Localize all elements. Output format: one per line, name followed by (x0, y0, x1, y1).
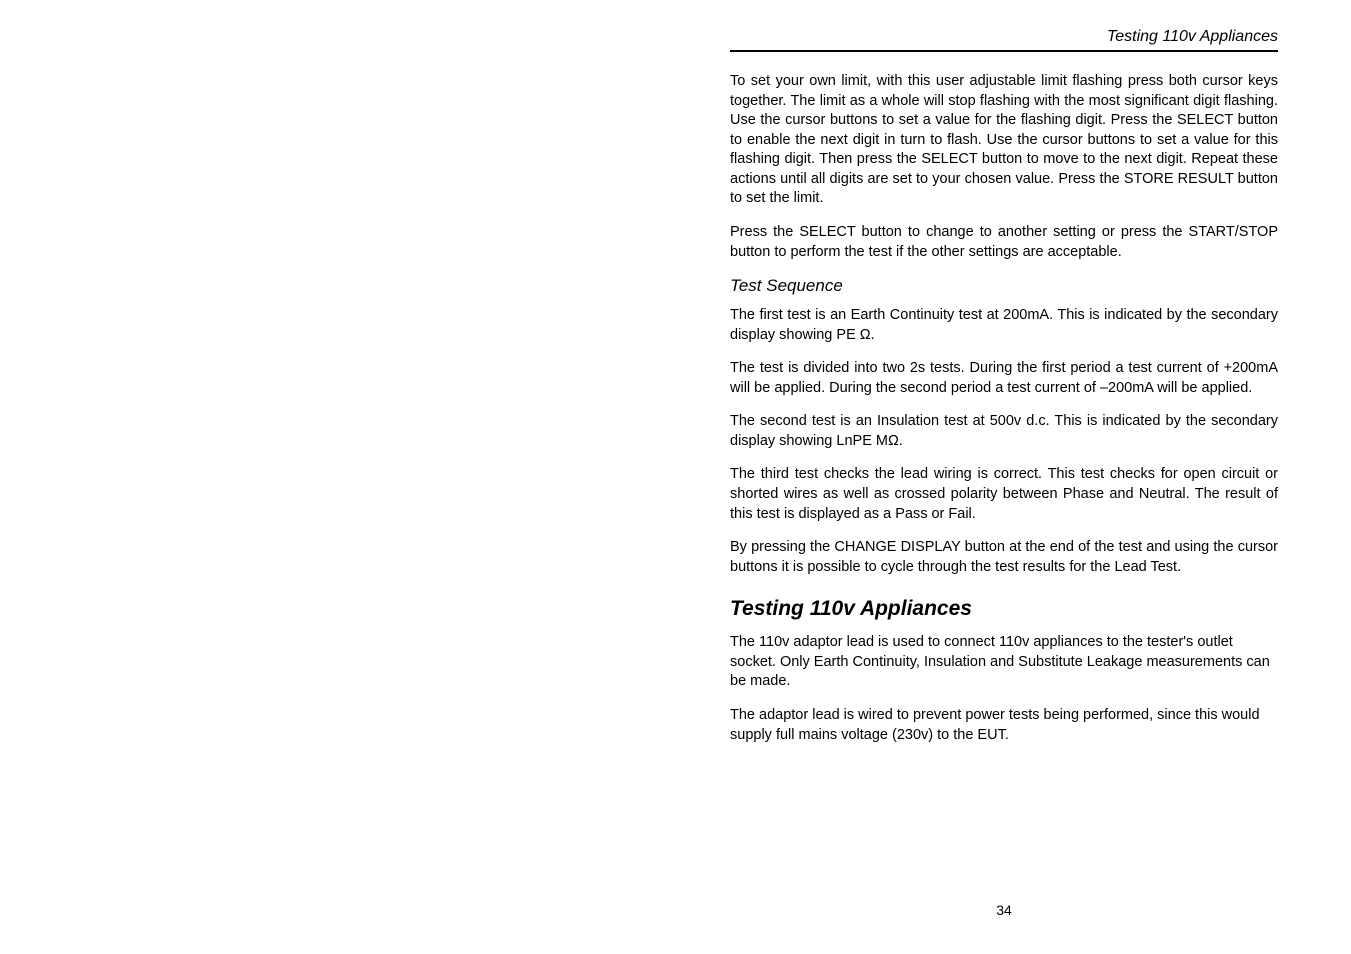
page-header-title: Testing 110v Appliances (730, 28, 1278, 50)
paragraph: The adaptor lead is wired to prevent pow… (730, 706, 1278, 745)
paragraph: The second test is an Insulation test at… (730, 412, 1278, 451)
paragraph: By pressing the CHANGE DISPLAY button at… (730, 538, 1278, 577)
paragraph: The 110v adaptor lead is used to connect… (730, 633, 1278, 692)
paragraph: The first test is an Earth Continuity te… (730, 306, 1278, 345)
subheading-test-sequence: Test Sequence (730, 276, 1278, 296)
paragraph: The test is divided into two 2s tests. D… (730, 359, 1278, 398)
section-heading-testing-110v: Testing 110v Appliances (730, 597, 1278, 621)
paragraph: To set your own limit, with this user ad… (730, 72, 1278, 209)
paragraph: The third test checks the lead wiring is… (730, 465, 1278, 524)
document-page: Testing 110v Appliances To set your own … (730, 28, 1278, 759)
paragraph: Press the SELECT button to change to ano… (730, 223, 1278, 262)
header-divider (730, 50, 1278, 52)
page-number: 34 (730, 902, 1278, 918)
